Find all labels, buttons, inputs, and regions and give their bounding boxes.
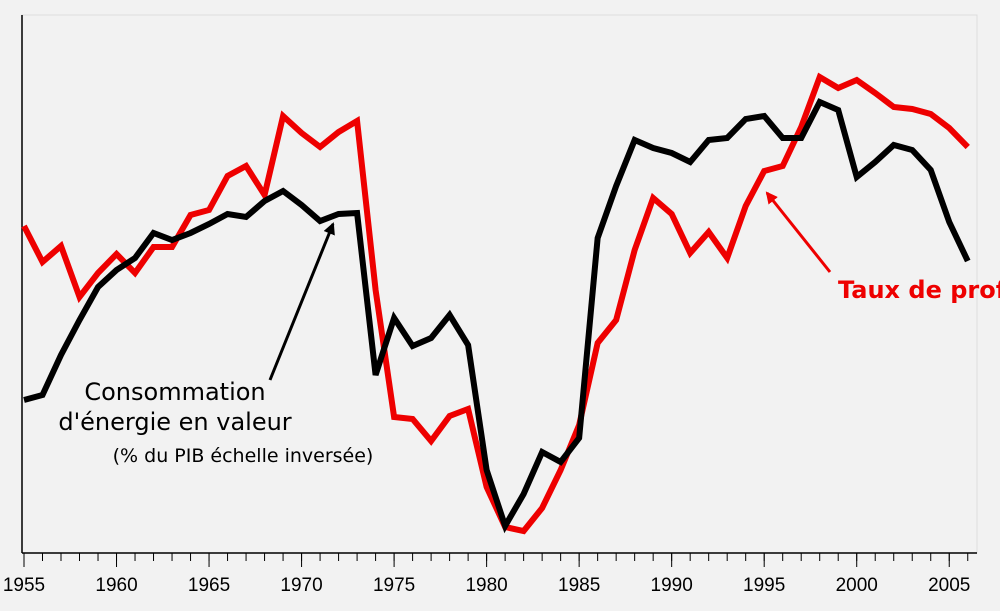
x-tick-label: 1985 bbox=[558, 575, 600, 596]
x-tick-label: 2000 bbox=[836, 575, 878, 596]
x-tick-label: 1990 bbox=[651, 575, 693, 596]
arrow bbox=[765, 191, 832, 273]
annotation: Taux de profit bbox=[838, 276, 1000, 304]
x-tick-label: 1980 bbox=[465, 575, 507, 596]
annotation: d'énergie en valeur bbox=[58, 408, 291, 436]
x-tick-label: 1970 bbox=[280, 575, 322, 596]
x-tick-label: 1965 bbox=[188, 575, 230, 596]
x-tick-label: 1975 bbox=[373, 575, 415, 596]
x-tick-label: 1995 bbox=[743, 575, 785, 596]
annotation: (% du PIB échelle inversée) bbox=[113, 445, 374, 467]
x-tick-label: 1955 bbox=[3, 575, 45, 596]
arrow bbox=[268, 222, 335, 381]
annotation: Consommation bbox=[84, 378, 265, 406]
series-line bbox=[23, 98, 971, 534]
plot-frame bbox=[21, 14, 978, 554]
x-tick-label: 1960 bbox=[95, 575, 137, 596]
x-tick-label: 2005 bbox=[928, 575, 970, 596]
